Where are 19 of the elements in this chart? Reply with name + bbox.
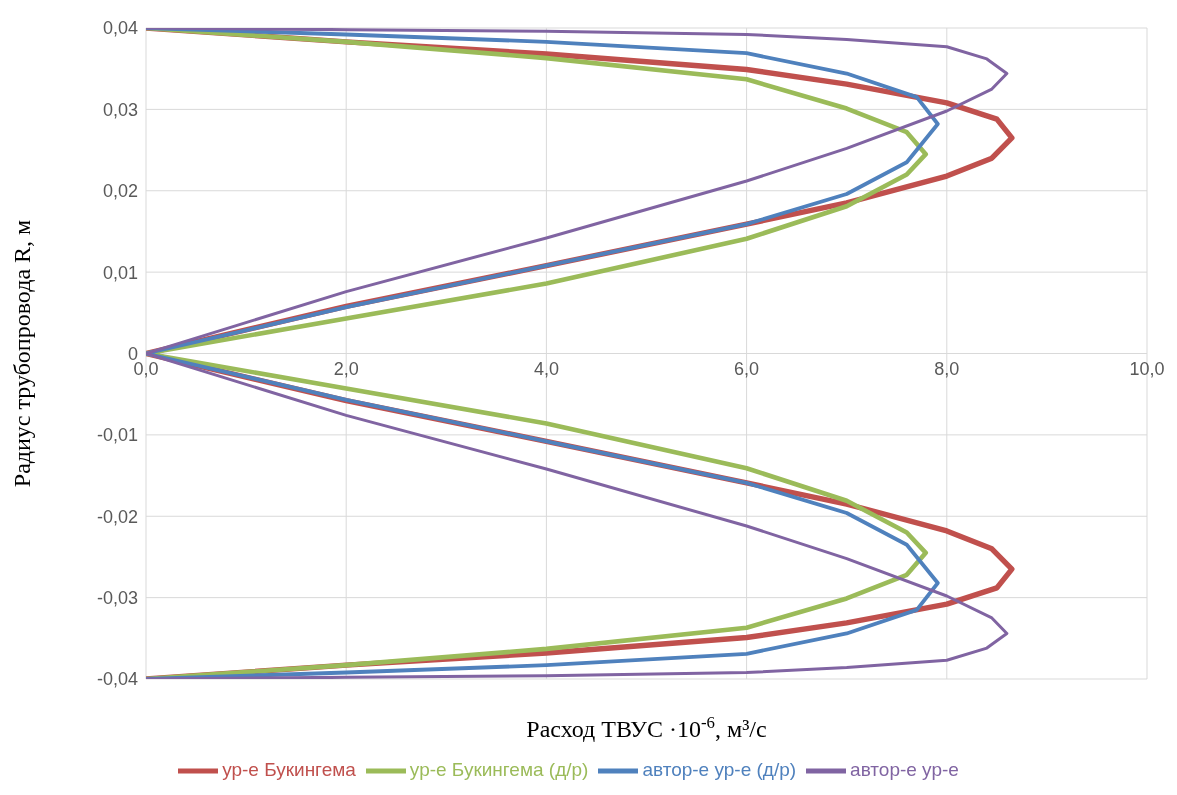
y-tick-label: 0,03: [102, 99, 138, 120]
y-tick-label: -0,03: [96, 588, 138, 609]
y-tick-label: -0,04: [96, 669, 138, 690]
legend-label: ур-е Букингема (д/р): [409, 759, 589, 781]
y-axis-title: Радиус трубопровода R, м: [9, 219, 35, 488]
x-axis-title: Расход ТВУС ·10$^{-6}$, м³/с: [526, 712, 767, 742]
x-tick-label: 4,0: [533, 358, 559, 379]
legend-label: автор-е ур-е: [850, 759, 959, 781]
y-tick-label: 0,01: [102, 262, 138, 283]
x-tick-label: 8,0: [934, 358, 960, 379]
legend-label: ур-е Букингема: [222, 759, 356, 781]
legend-label: автор-е ур-е (д/р): [642, 759, 797, 781]
y-tick-label: -0,01: [96, 425, 138, 446]
x-tick-label: 6,0: [734, 358, 760, 379]
y-tick-label: 0,04: [102, 18, 138, 39]
x-tick-label: 10,0: [1129, 358, 1165, 379]
y-tick-label: -0,02: [96, 506, 138, 527]
x-tick-label: 2,0: [333, 358, 359, 379]
y-tick-label: 0,02: [102, 181, 138, 202]
